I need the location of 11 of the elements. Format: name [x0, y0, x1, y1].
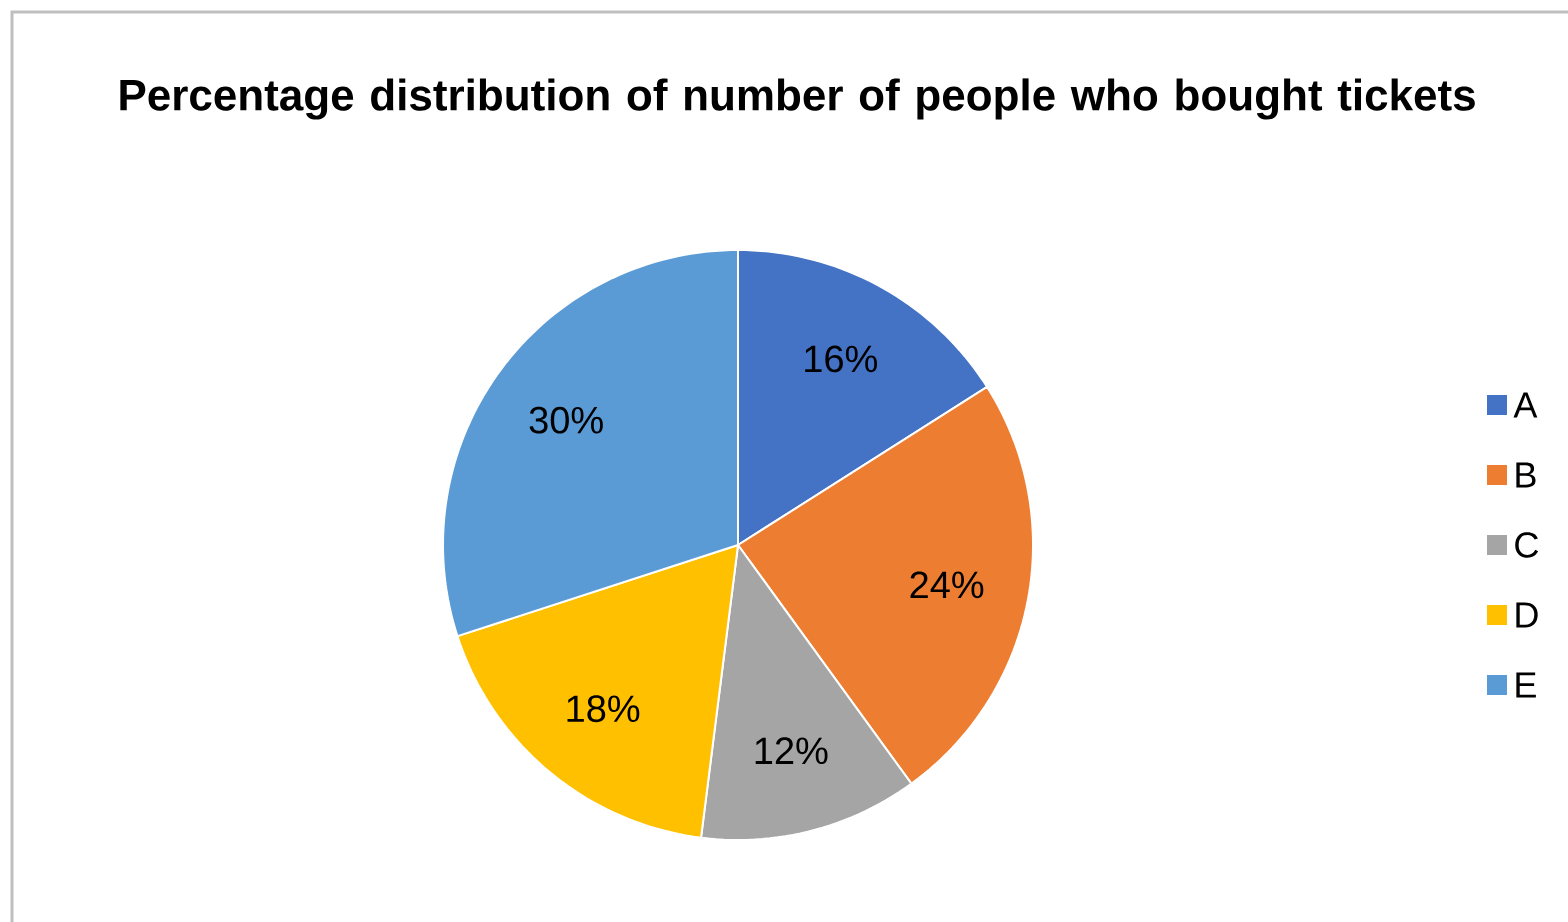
legend-label: D [1516, 602, 1538, 628]
data-label: 30% [529, 406, 603, 434]
legend-label: A [1513, 392, 1538, 418]
data-label: 18% [567, 695, 640, 723]
legend-label: B [1516, 462, 1536, 488]
data-label: 12% [755, 737, 828, 765]
data-label: 24% [910, 571, 984, 599]
legend-label: C [1515, 532, 1539, 558]
legend-label: E [1516, 672, 1536, 698]
chart-title: Percentage distribution of number of people who bought tickets [120, 78, 1475, 120]
data-label: 16% [805, 345, 878, 373]
